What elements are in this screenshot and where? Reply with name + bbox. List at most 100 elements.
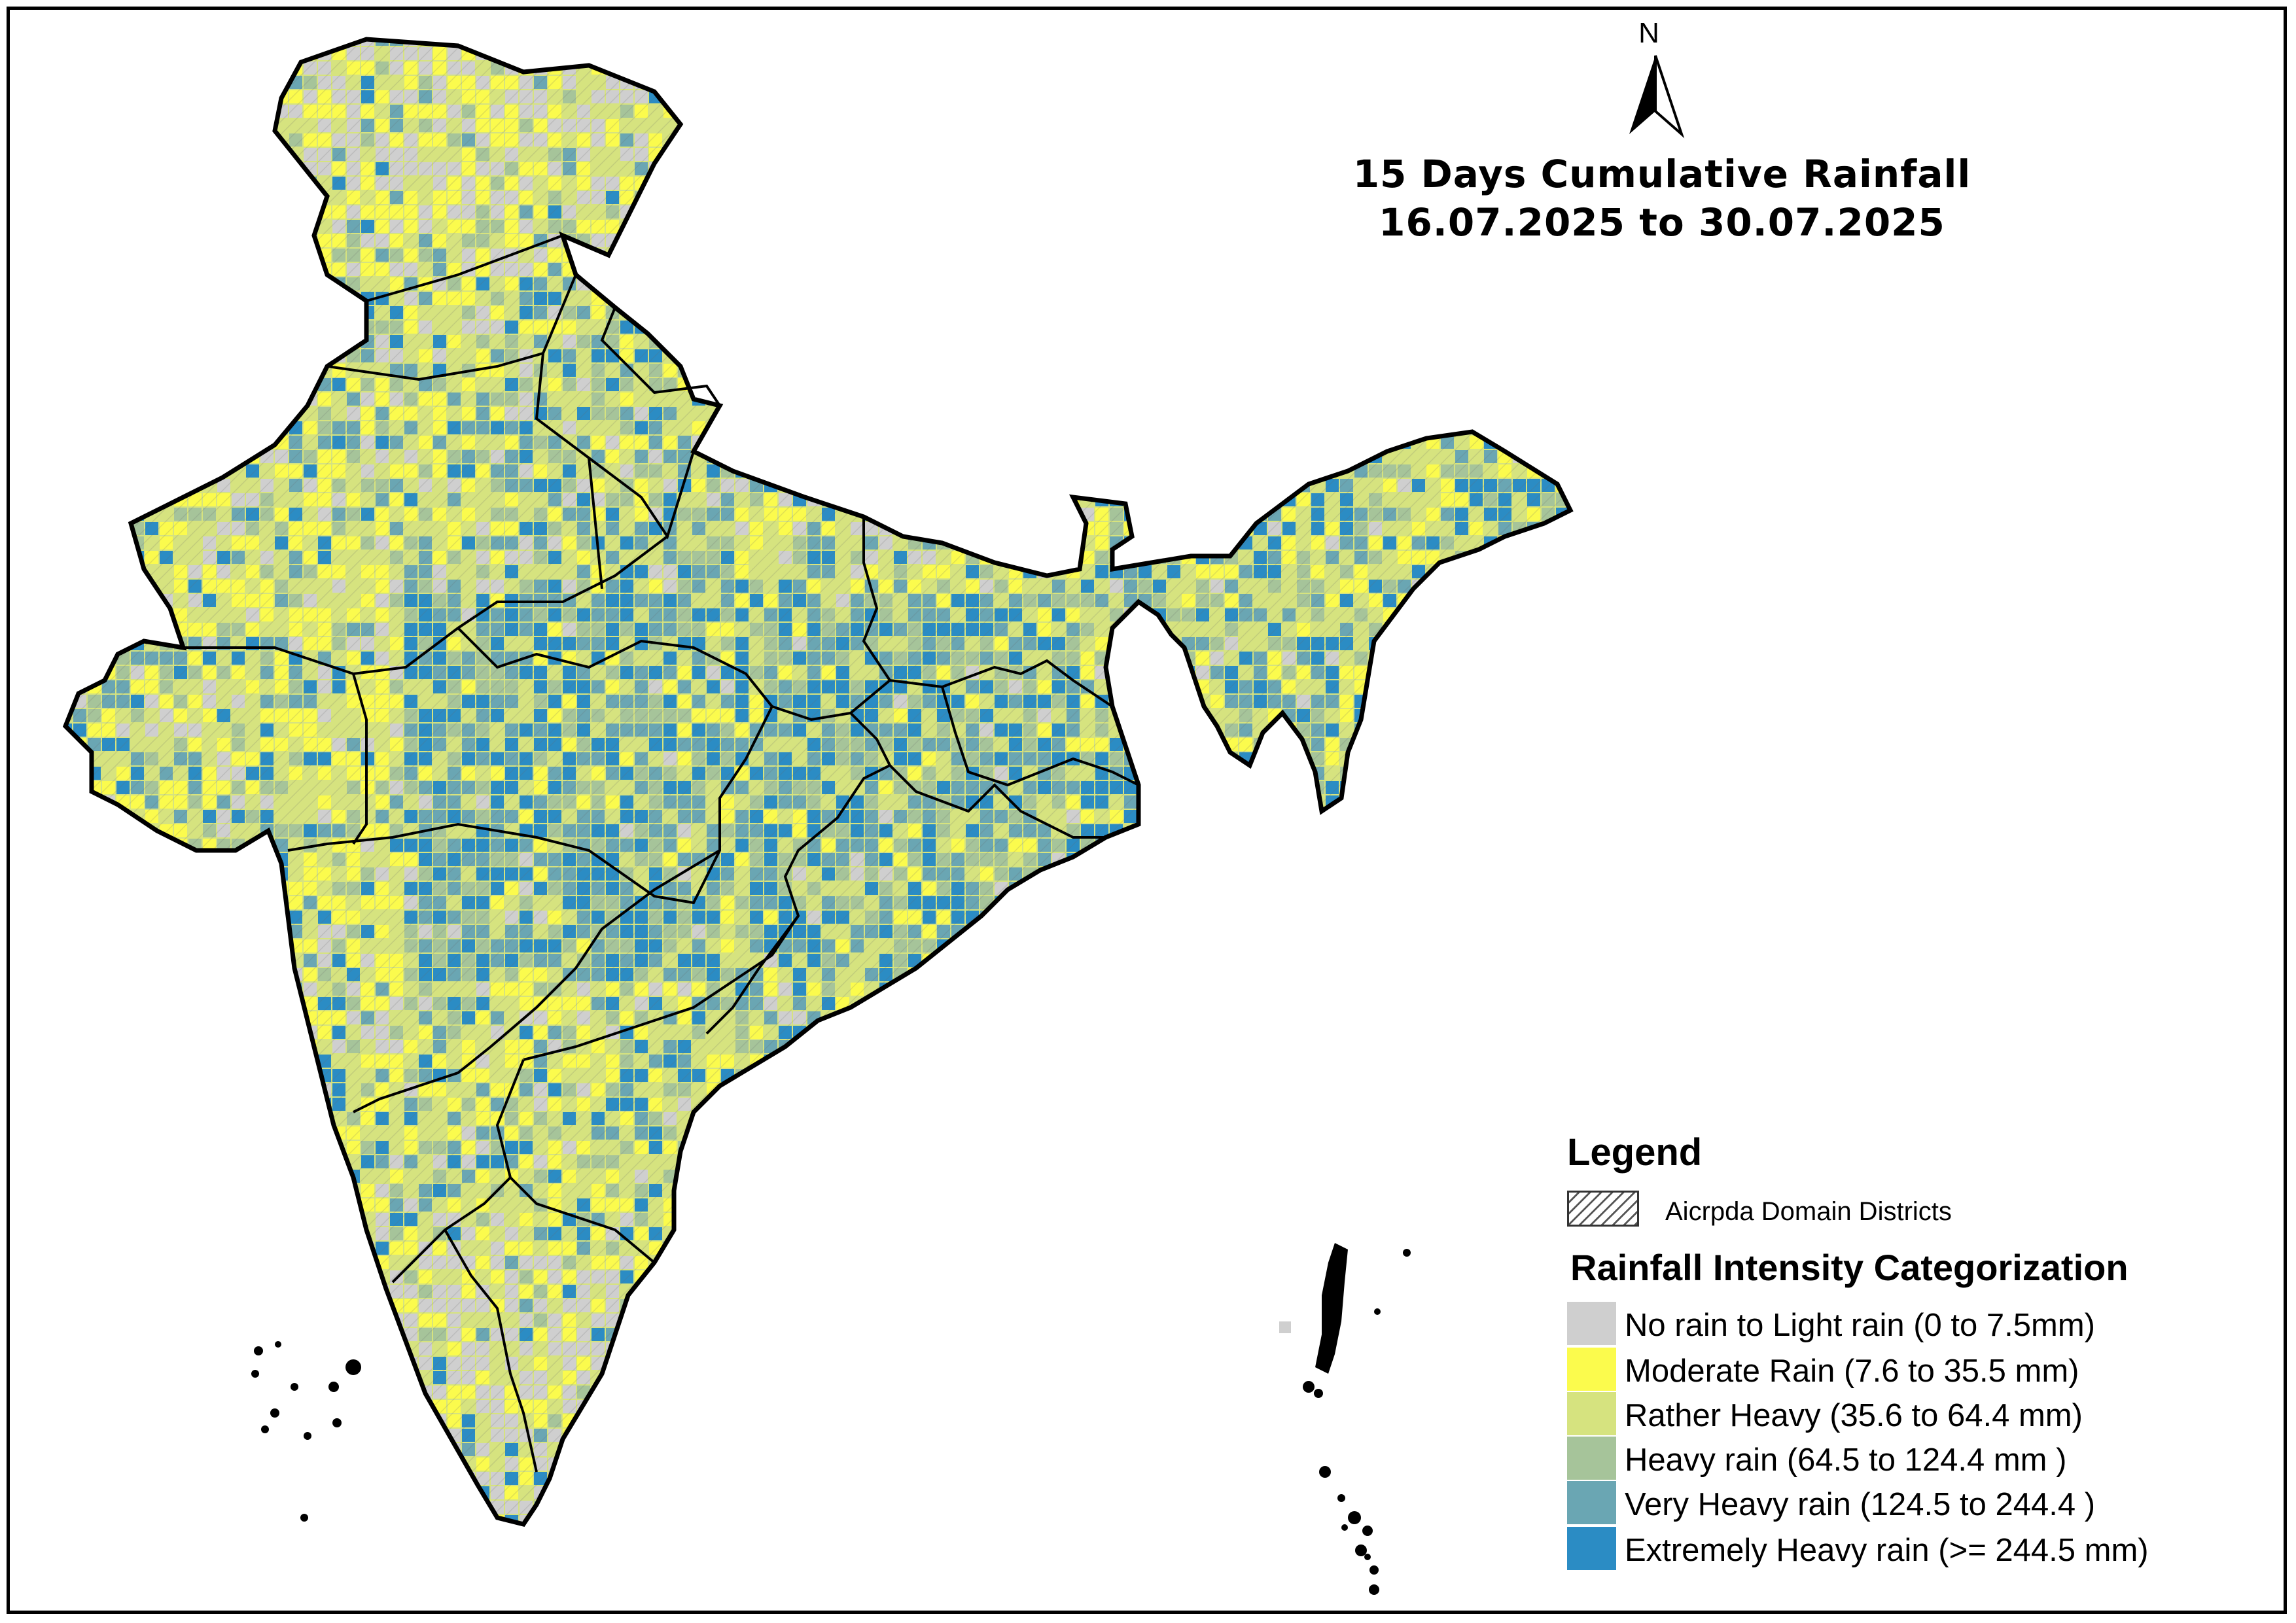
grid-cell (131, 119, 144, 132)
grid-cell (707, 263, 720, 276)
grid-cell (908, 234, 921, 247)
grid-cell (836, 220, 849, 233)
grid-cell (879, 234, 892, 247)
grid-cell (1009, 364, 1022, 377)
grid-cell (145, 306, 158, 319)
grid-cell (73, 536, 86, 550)
grid-cell (721, 292, 734, 305)
grid-cell (1139, 623, 1152, 636)
grid-cell (1542, 608, 1555, 621)
grid-cell (1426, 608, 1439, 621)
grid-cell (102, 364, 115, 377)
grid-cell (807, 306, 821, 319)
grid-cell (923, 177, 936, 190)
grid-cell (289, 234, 302, 247)
grid-cell (1110, 177, 1123, 190)
grid-cell (73, 234, 86, 247)
grid-cell (1484, 105, 1497, 118)
grid-cell (822, 90, 835, 103)
grid-cell (1110, 407, 1123, 420)
grid-cell (879, 133, 892, 147)
grid-cell (966, 536, 979, 550)
grid-cell (735, 450, 749, 463)
grid-cell (1369, 47, 1382, 60)
grid-cell (145, 148, 158, 161)
grid-cell (1139, 695, 1152, 708)
grid-cell (1153, 436, 1166, 449)
grid-cell (1470, 105, 1483, 118)
grid-cell (836, 119, 849, 132)
grid-cell (923, 90, 936, 103)
grid-cell (851, 292, 864, 305)
grid-cell (635, 277, 648, 290)
grid-cell (88, 666, 101, 679)
grid-cell (145, 450, 158, 463)
grid-cell (951, 508, 964, 521)
grid-cell (1398, 263, 1411, 276)
grid-cell (779, 249, 792, 262)
grid-cell (908, 205, 921, 218)
grid-cell (1110, 76, 1123, 89)
grid-cell (735, 436, 749, 449)
grid-cell (217, 364, 230, 377)
grid-cell (1455, 292, 1468, 305)
grid-cell (1570, 33, 1583, 46)
grid-cell (1441, 39, 1454, 46)
grid-cell (1254, 407, 1267, 420)
grid-cell (894, 47, 907, 60)
grid-cell (1484, 292, 1497, 305)
grid-cell (116, 565, 130, 578)
grid-cell (1426, 263, 1439, 276)
grid-cell (131, 594, 144, 607)
grid-cell (65, 508, 72, 521)
grid-cell (246, 378, 259, 391)
grid-cell (750, 90, 763, 103)
grid-cell (894, 421, 907, 434)
grid-cell (937, 249, 950, 262)
grid-cell (779, 292, 792, 305)
grid-cell (678, 306, 691, 319)
grid-cell (692, 277, 705, 290)
grid-cell (217, 90, 230, 103)
grid-cell (1095, 105, 1108, 118)
grid-cell (1023, 393, 1036, 406)
grid-cell (937, 364, 950, 377)
grid-cell (188, 292, 202, 305)
grid-cell (1383, 407, 1396, 420)
grid-cell (102, 133, 115, 147)
grid-cell (1527, 652, 1540, 665)
grid-cell (1527, 436, 1540, 449)
grid-cell (1570, 637, 1583, 650)
grid-cell (1038, 464, 1051, 478)
grid-cell (1340, 76, 1353, 89)
grid-cell (836, 321, 849, 334)
grid-cell (232, 234, 245, 247)
grid-cell (160, 191, 173, 204)
grid-cell (1398, 421, 1411, 434)
grid-cell (1426, 652, 1439, 665)
grid-cell (1210, 378, 1224, 391)
grid-cell (735, 90, 749, 103)
grid-cell (73, 349, 86, 362)
grid-cell (65, 436, 72, 449)
grid-cell (721, 105, 734, 118)
grid-cell (145, 39, 158, 46)
grid-cell (1426, 680, 1439, 693)
grid-cell (879, 119, 892, 132)
grid-cell (923, 249, 936, 262)
grid-cell (980, 306, 993, 319)
grid-cell (1556, 580, 1569, 593)
grid-cell (1297, 90, 1310, 103)
grid-cell (160, 479, 173, 492)
grid-cell (908, 464, 921, 478)
grid-cell (1052, 349, 1065, 362)
grid-cell (1210, 119, 1224, 132)
grid-cell (145, 407, 158, 420)
grid-cell (246, 306, 259, 319)
grid-cell (217, 450, 230, 463)
grid-cell (1542, 594, 1555, 607)
grid-cell (1311, 436, 1324, 449)
grid-cell (1009, 177, 1022, 190)
grid-cell (116, 594, 130, 607)
grid-cell (865, 39, 878, 46)
